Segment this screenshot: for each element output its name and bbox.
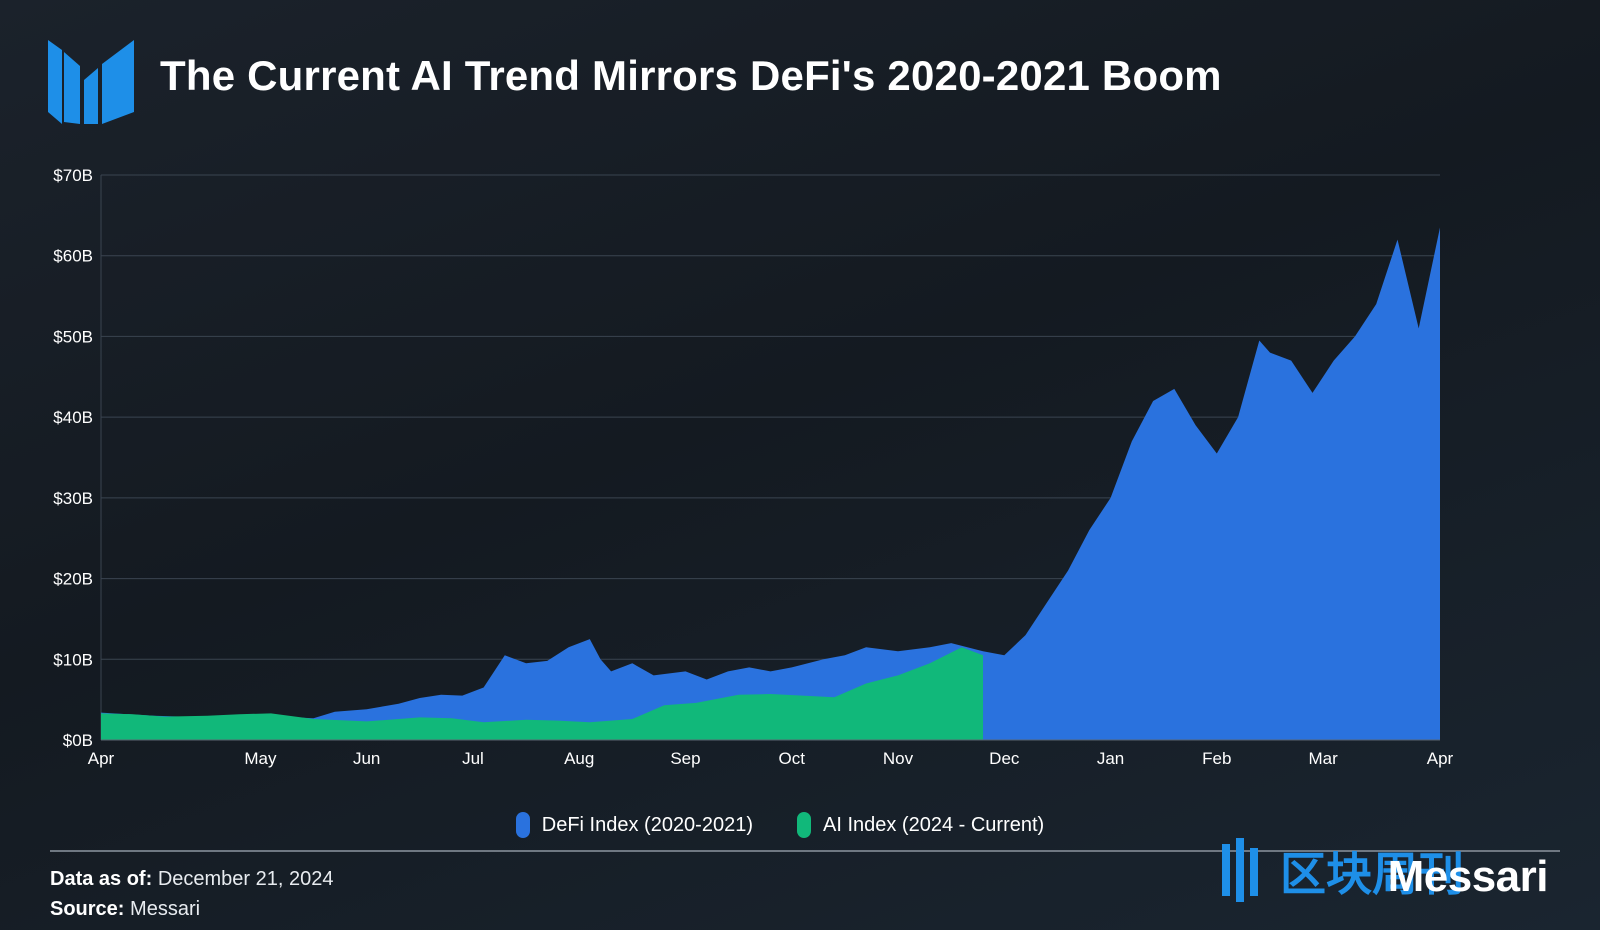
- y-tick-label: $20B: [53, 570, 93, 589]
- x-tick-label: May: [244, 749, 277, 768]
- chart-title: The Current AI Trend Mirrors DeFi's 2020…: [160, 52, 1222, 99]
- x-tick-label: Mar: [1308, 749, 1338, 768]
- data-as-of-value: December 21, 2024: [157, 868, 334, 890]
- y-tick-label: $30B: [53, 489, 93, 508]
- ai-area: [101, 647, 984, 740]
- x-tick-label: Aug: [564, 749, 594, 768]
- y-tick-label: $60B: [53, 247, 93, 266]
- x-tick-label: Jun: [353, 749, 380, 768]
- x-tick-label: Jul: [462, 749, 484, 768]
- x-tick-label: Dec: [989, 749, 1020, 768]
- y-tick-label: $50B: [53, 327, 93, 346]
- y-tick-label: $40B: [53, 408, 93, 427]
- footer-divider: [50, 850, 1560, 852]
- source-label: Source:: [50, 898, 125, 920]
- y-tick-label: $70B: [53, 166, 93, 185]
- x-tick-label: Apr: [1427, 749, 1454, 768]
- messari-logo-icon: [48, 40, 134, 124]
- x-tick-label: Nov: [883, 749, 914, 768]
- source: Source: Messari: [50, 898, 200, 921]
- brand-wordmark: Messari: [1387, 852, 1549, 901]
- x-tick-label: Oct: [779, 749, 806, 768]
- legend-item-ai[interactable]: AI Index (2024 - Current): [797, 812, 1044, 838]
- legend-swatch-defi: [515, 812, 530, 838]
- defi-area: [101, 227, 1440, 740]
- data-as-of: Data as of: December 21, 2024: [50, 868, 333, 891]
- x-tick-label: Apr: [88, 749, 115, 768]
- y-tick-label: $0B: [63, 731, 93, 750]
- chart-legend: DeFi Index (2020-2021) AI Index (2024 - …: [0, 812, 1600, 838]
- x-tick-label: Sep: [670, 749, 700, 768]
- x-tick-label: Jan: [1097, 749, 1124, 768]
- area-chart: $0B $10B $20B $30B $40B $50B $60B $70B Apr May Jun…: [53, 166, 1454, 768]
- legend-swatch-ai: [797, 812, 811, 838]
- y-tick-label: $10B: [53, 650, 93, 669]
- data-as-of-label: Data as of:: [50, 868, 153, 890]
- legend-label-ai: AI Index (2024 - Current): [823, 813, 1045, 836]
- legend-item-defi[interactable]: DeFi Index (2020-2021): [515, 812, 753, 838]
- source-value: Messari: [130, 898, 201, 920]
- x-tick-label: Feb: [1202, 749, 1231, 768]
- watermark-icon: 区块周刊: [1222, 838, 1464, 902]
- watermark-text: 区块周刊: [1280, 847, 1464, 901]
- legend-label-defi: DeFi Index (2020-2021): [541, 813, 753, 836]
